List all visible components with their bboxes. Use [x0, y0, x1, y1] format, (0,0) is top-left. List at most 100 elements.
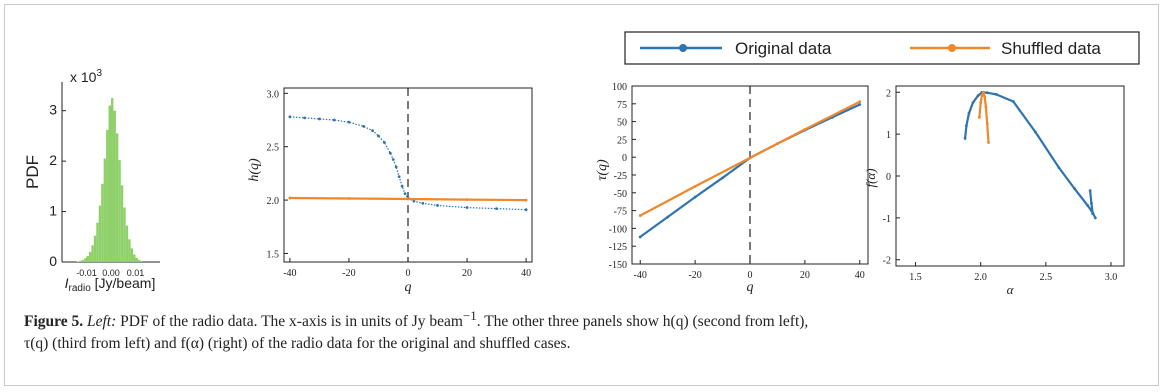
hq-series-point [524, 198, 528, 202]
hq-series-point [406, 197, 410, 201]
falpha-series-point [1091, 212, 1095, 216]
pdf-xlabel-unit: [Jy/beam] [91, 275, 156, 291]
pdf-ytick-label: 1 [49, 203, 57, 219]
caption-tail-1: . The other three panels show h(q) (seco… [476, 313, 809, 331]
falpha-xtick-label: 2.5 [1040, 272, 1053, 283]
falpha-series-point [987, 141, 990, 144]
pdf-xtick-label: 0.00 [102, 268, 120, 278]
falpha-ytick-label: -1 [883, 214, 891, 225]
falpha-series-point [984, 105, 988, 109]
falpha-series-point [979, 101, 983, 105]
pdf-bar [133, 254, 136, 262]
tauq-ylabel: τ(q) [595, 159, 610, 181]
falpha-series-point [963, 136, 967, 140]
falpha-ylabel: f(α) [863, 168, 878, 187]
pdf-bar [84, 258, 87, 262]
hq-xtick-label: -20 [342, 268, 355, 279]
tauq-xtick-label: -40 [634, 270, 647, 281]
pdf-xlabel-main: I [65, 275, 69, 291]
caption-sup: −1 [462, 308, 477, 323]
pdf-bar [86, 255, 89, 262]
hq-series-point [362, 125, 366, 128]
falpha-ytick-label: 1 [886, 130, 891, 141]
tauq-xtick-label: 0 [748, 270, 753, 281]
pdf-bar [76, 261, 80, 262]
tauq-ytick-label: -125 [609, 242, 627, 253]
legend-marker-shuffled [948, 44, 956, 52]
tauq-series-point [638, 214, 642, 217]
pdf-scale-exp: 3 [96, 68, 102, 79]
tauq-series-point [638, 235, 642, 239]
tauq-ytick-label: 100 [612, 82, 627, 93]
falpha-xtick-label: 1.5 [909, 272, 922, 283]
pdf-ytick-label: 3 [49, 102, 57, 118]
falpha-series-point [1093, 216, 1097, 220]
hq-ylabel: h(q) [247, 158, 262, 182]
pdf-bar [79, 260, 82, 262]
tauq-xlabel: q [747, 280, 754, 295]
legend-marker-original [679, 44, 687, 52]
panel-hq: h(q) q -40 -20 0 20 40 1.5 2.0 2.5 3.0 [247, 87, 533, 295]
hq-xtick-label: 20 [462, 268, 472, 279]
hq-series-point [436, 204, 439, 207]
tauq-series-point [693, 195, 697, 199]
pdf-bar [106, 129, 109, 262]
pdf-bar [125, 225, 129, 262]
caption-line-2: τ(q) (third from left) and f(α) (right) … [24, 335, 571, 353]
falpha-xtick-label: 2.0 [974, 272, 987, 283]
hq-series-point [394, 165, 398, 169]
falpha-ytick-label: 0 [886, 172, 891, 183]
hq-series-point [391, 158, 395, 161]
falpha-series-point [1090, 201, 1093, 205]
pdf-bar [93, 235, 97, 262]
pdf-ytick-label: 2 [49, 152, 57, 168]
hq-series-point [465, 206, 469, 209]
pdf-bar [111, 98, 114, 262]
falpha-series-point [976, 94, 980, 98]
tauq-series-point [748, 156, 752, 160]
pdf-scale-base: x 10 [70, 69, 97, 85]
falpha-series-point [994, 92, 998, 96]
falpha-xlabel: α [1007, 282, 1015, 297]
hq-series-point [318, 117, 321, 121]
pdf-xtick-label: -0.01 [76, 268, 97, 278]
hq-series-point [332, 118, 336, 122]
tauq-series-point [693, 184, 697, 188]
falpha-series-point [985, 91, 989, 95]
falpha-series-point [1088, 189, 1092, 193]
pdf-ytick-label: 0 [49, 253, 57, 269]
falpha-series-point [1057, 166, 1061, 170]
hq-xtick-label: -40 [283, 268, 296, 279]
tauq-ytick-label: -50 [614, 189, 627, 200]
falpha-series-point [1086, 203, 1089, 207]
pdf-bar [113, 110, 116, 263]
caption-lead: Left: [87, 313, 117, 331]
falpha-series-line [982, 91, 990, 143]
pdf-bar [115, 133, 119, 262]
hq-series-point [288, 196, 292, 200]
pdf-ylabel: PDF [23, 155, 42, 189]
figure-caption: Figure 5. Left: PDF of the radio data. T… [24, 305, 1134, 355]
figure-svg: Original data Shuffled data x 103 PDF Ir… [23, 31, 1140, 297]
hq-ytick-label: 2.0 [267, 196, 280, 207]
pdf-bar [120, 185, 124, 262]
panel-tauq: τ(q) q -40 -20 0 20 40 100 75 50 25 0 -25 -50 -75 -10… [595, 82, 869, 295]
caption-line-1: Figure 5. Left: PDF of the radio data. T… [24, 305, 1134, 333]
pdf-scale-label: x 103 [70, 68, 102, 85]
hq-ytick-label: 3.0 [267, 89, 280, 100]
hq-ytick-label: 2.5 [267, 143, 280, 154]
tauq-series-point [803, 128, 807, 131]
hq-xlabel: q [405, 280, 412, 295]
falpha-ytick-label: -2 [883, 256, 891, 267]
tauq-ytick-label: 50 [617, 118, 627, 129]
pdf-bar [101, 183, 104, 262]
hq-series-point [465, 198, 469, 201]
panel-falpha: f(α) α 1.5 2.0 2.5 3.0 2 1 0 -1 -2 [863, 85, 1125, 297]
hq-xtick-label: 0 [406, 268, 411, 279]
pdf-bar [103, 158, 107, 262]
tauq-xtick-label: 20 [800, 270, 810, 281]
tauq-ytick-label: 75 [617, 100, 627, 111]
pdf-bar [81, 259, 85, 262]
tauq-series-point [666, 215, 670, 219]
pdf-xtick-label: 0.01 [127, 268, 145, 278]
